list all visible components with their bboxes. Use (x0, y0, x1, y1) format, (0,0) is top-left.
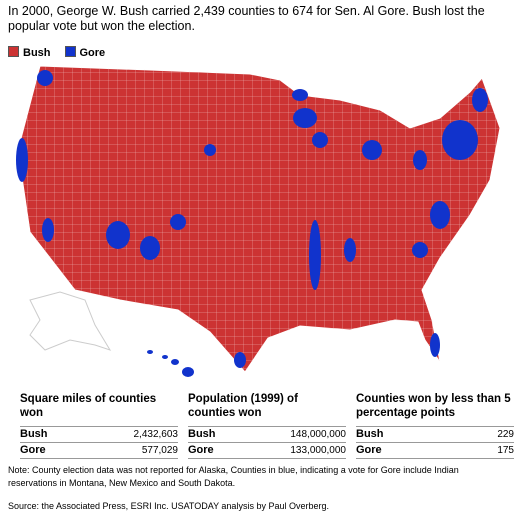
row-name: Gore (188, 444, 214, 456)
gore-counties (16, 70, 488, 368)
row-name: Bush (188, 428, 216, 440)
panel-row: Gore 577,029 (20, 443, 178, 459)
row-value: 175 (497, 445, 514, 456)
source: Source: the Associated Press, ESRI Inc. … (8, 501, 329, 511)
alaska-outline (29, 291, 112, 351)
legend-item: Bush (8, 46, 51, 59)
note: Note: County election data was not repor… (8, 465, 459, 488)
county-lines (18, 66, 500, 372)
intro-text: In 2000, George W. Bush carried 2,439 co… (8, 4, 485, 33)
panel-title: Square miles of counties won (20, 392, 178, 427)
panel-row: Bush 148,000,000 (188, 427, 346, 443)
legend-item: Gore (64, 46, 106, 59)
legend: Bush Gore (8, 46, 105, 59)
row-value: 229 (497, 429, 514, 440)
stat-panel: Square miles of counties won Bush 2,432,60… (20, 392, 178, 459)
row-value: 2,432,603 (133, 429, 179, 440)
panel-row: Gore 133,000,000 (188, 443, 346, 459)
panel-row: Bush 2,432,603 (20, 427, 178, 443)
panel-title: Counties won by less than 5 percentage p… (356, 392, 514, 427)
panel-row: Bush 229 (356, 427, 514, 443)
hawaii (147, 350, 194, 377)
row-name: Bush (20, 428, 48, 440)
legend-label: Gore (79, 47, 106, 59)
row-name: Gore (356, 444, 382, 456)
row-value: 148,000,000 (290, 429, 346, 440)
stat-panel: Population (1999) of counties won Bush 148… (188, 392, 346, 459)
county-map (16, 65, 501, 377)
row-value: 133,000,000 (290, 445, 346, 456)
panel-title: Population (1999) of counties won (188, 392, 346, 427)
row-value: 577,029 (141, 445, 178, 456)
panel-row: Gore 175 (356, 443, 514, 459)
row-name: Gore (20, 444, 46, 456)
legend-label: Bush (23, 47, 51, 59)
legend-swatch (64, 46, 76, 57)
row-name: Bush (356, 428, 384, 440)
legend-swatch (8, 46, 19, 57)
stat-panel: Counties won by less than 5 percentage p… (356, 392, 514, 459)
